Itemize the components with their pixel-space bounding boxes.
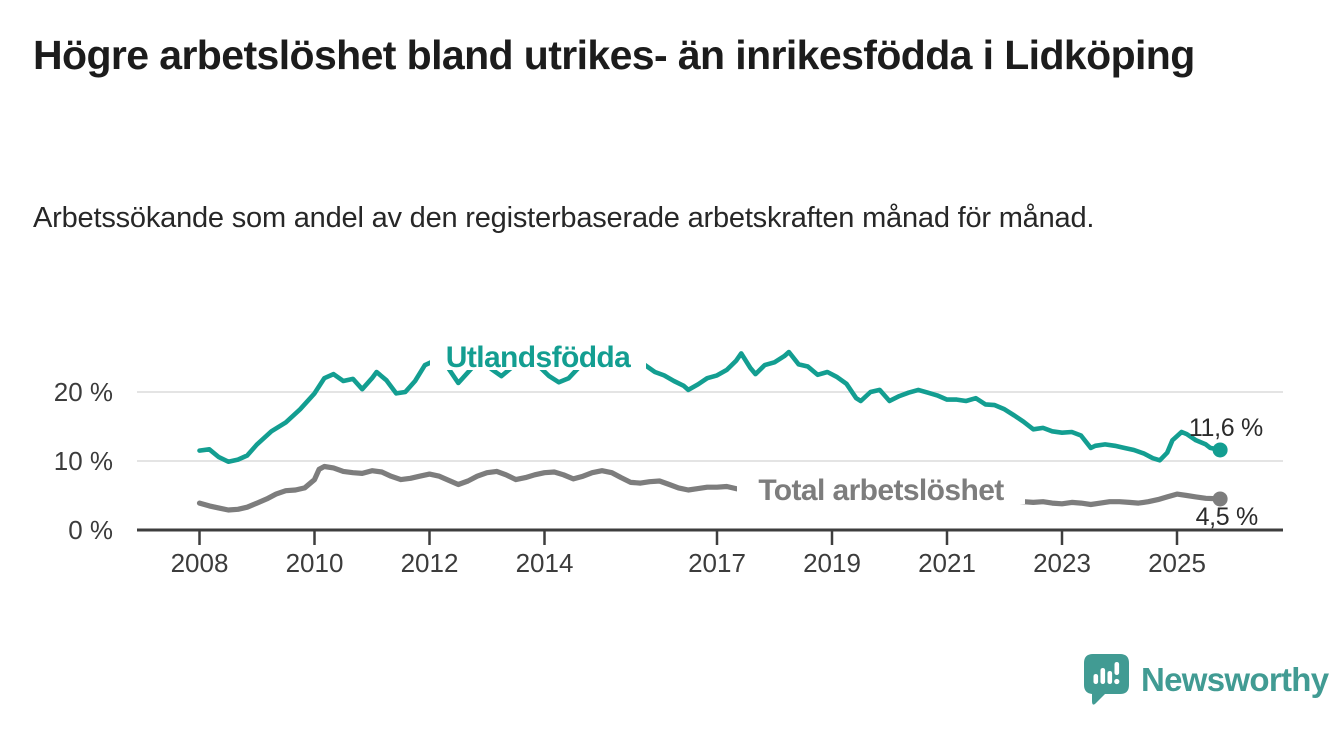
- end-value-label-utlandsfodda: 11,6 %: [1189, 414, 1263, 442]
- series-label-utlandsfodda-text: Utlandsfödda: [446, 341, 631, 374]
- series-label-total-arbetsloshet-text: Total arbetslöshet: [758, 474, 1004, 507]
- x-tick-label: 2019: [803, 548, 861, 578]
- chart-end-dots: [1212, 442, 1228, 507]
- series-label-total-arbetsloshet: Total arbetslöshet: [737, 474, 1025, 507]
- newsworthy-logo: Newsworthy: [1084, 652, 1329, 708]
- x-tick-label: 2021: [918, 548, 976, 578]
- bar-chart-glyph: [1093, 662, 1120, 685]
- series-line-utlandsfodda: [197, 349, 1223, 465]
- x-tick-label: 2025: [1148, 548, 1206, 578]
- y-tick-label: 20 %: [54, 377, 113, 407]
- y-tick-label: 0 %: [68, 515, 113, 545]
- series-label-mask: [430, 342, 646, 370]
- series-label-mask: [737, 474, 1025, 504]
- series-label-utlandsfodda: Utlandsfödda: [430, 341, 646, 374]
- x-tick-label: 2008: [171, 548, 229, 578]
- chart-axes: 0 % 10 % 20 % 2008 2010 2012 2014 2017 2019 2021 2…: [54, 377, 1283, 578]
- chart-title: Högre arbetslöshet bland utrikes- än inr…: [33, 32, 1195, 78]
- speech-bubble-shape: [1084, 654, 1129, 705]
- x-tick-label: 2017: [688, 548, 746, 578]
- x-tick-label: 2012: [401, 548, 459, 578]
- x-tick-label: 2023: [1033, 548, 1091, 578]
- series-end-dot-utlandsfodda: [1212, 442, 1228, 458]
- newsworthy-speech-bubble-icon: [1084, 654, 1129, 705]
- chart-gridlines: [137, 391, 1283, 462]
- x-tick-label: 2010: [286, 548, 344, 578]
- series-line-total-arbetsloshet: [196, 463, 1223, 513]
- y-tick-label: 10 %: [54, 446, 113, 476]
- series-end-dot-total-arbetsloshet: [1212, 491, 1228, 507]
- chart-series-lines: [196, 349, 1223, 513]
- chart-subtitle: Arbetssökande som andel av den registerb…: [33, 202, 1095, 234]
- newsworthy-logo-text: Newsworthy: [1141, 661, 1329, 698]
- end-value-label-total: 4,5 %: [1196, 503, 1258, 531]
- x-tick-label: 2014: [516, 548, 574, 578]
